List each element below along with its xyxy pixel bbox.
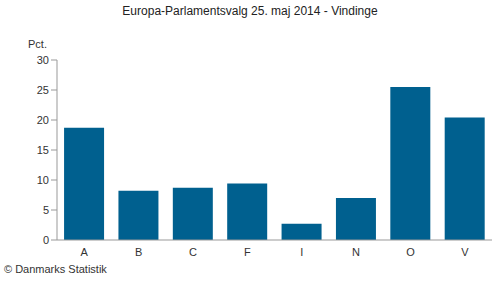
svg-text:N: N [352,246,360,258]
svg-text:B: B [135,246,142,258]
svg-text:20: 20 [37,114,49,126]
svg-text:5: 5 [43,204,49,216]
svg-text:0: 0 [43,234,49,246]
svg-text:10: 10 [37,174,49,186]
svg-text:O: O [406,246,415,258]
svg-text:V: V [461,246,469,258]
svg-text:15: 15 [37,144,49,156]
html-text:Europa-Parlamentsvalg 25. maj: Europa-Parlamentsvalg 25. maj 2014 - Vin… [122,4,378,18]
svg-text:25: 25 [37,84,49,96]
svg-text:A: A [81,246,89,258]
html-text:© Danmarks Statistik: © Danmarks Statistik [4,263,107,275]
html-text:Pct.: Pct. [28,38,47,50]
svg-text:I: I [300,246,303,258]
svg-text:F: F [244,246,251,258]
svg-text:30: 30 [37,54,49,66]
svg-text:C: C [189,246,197,258]
